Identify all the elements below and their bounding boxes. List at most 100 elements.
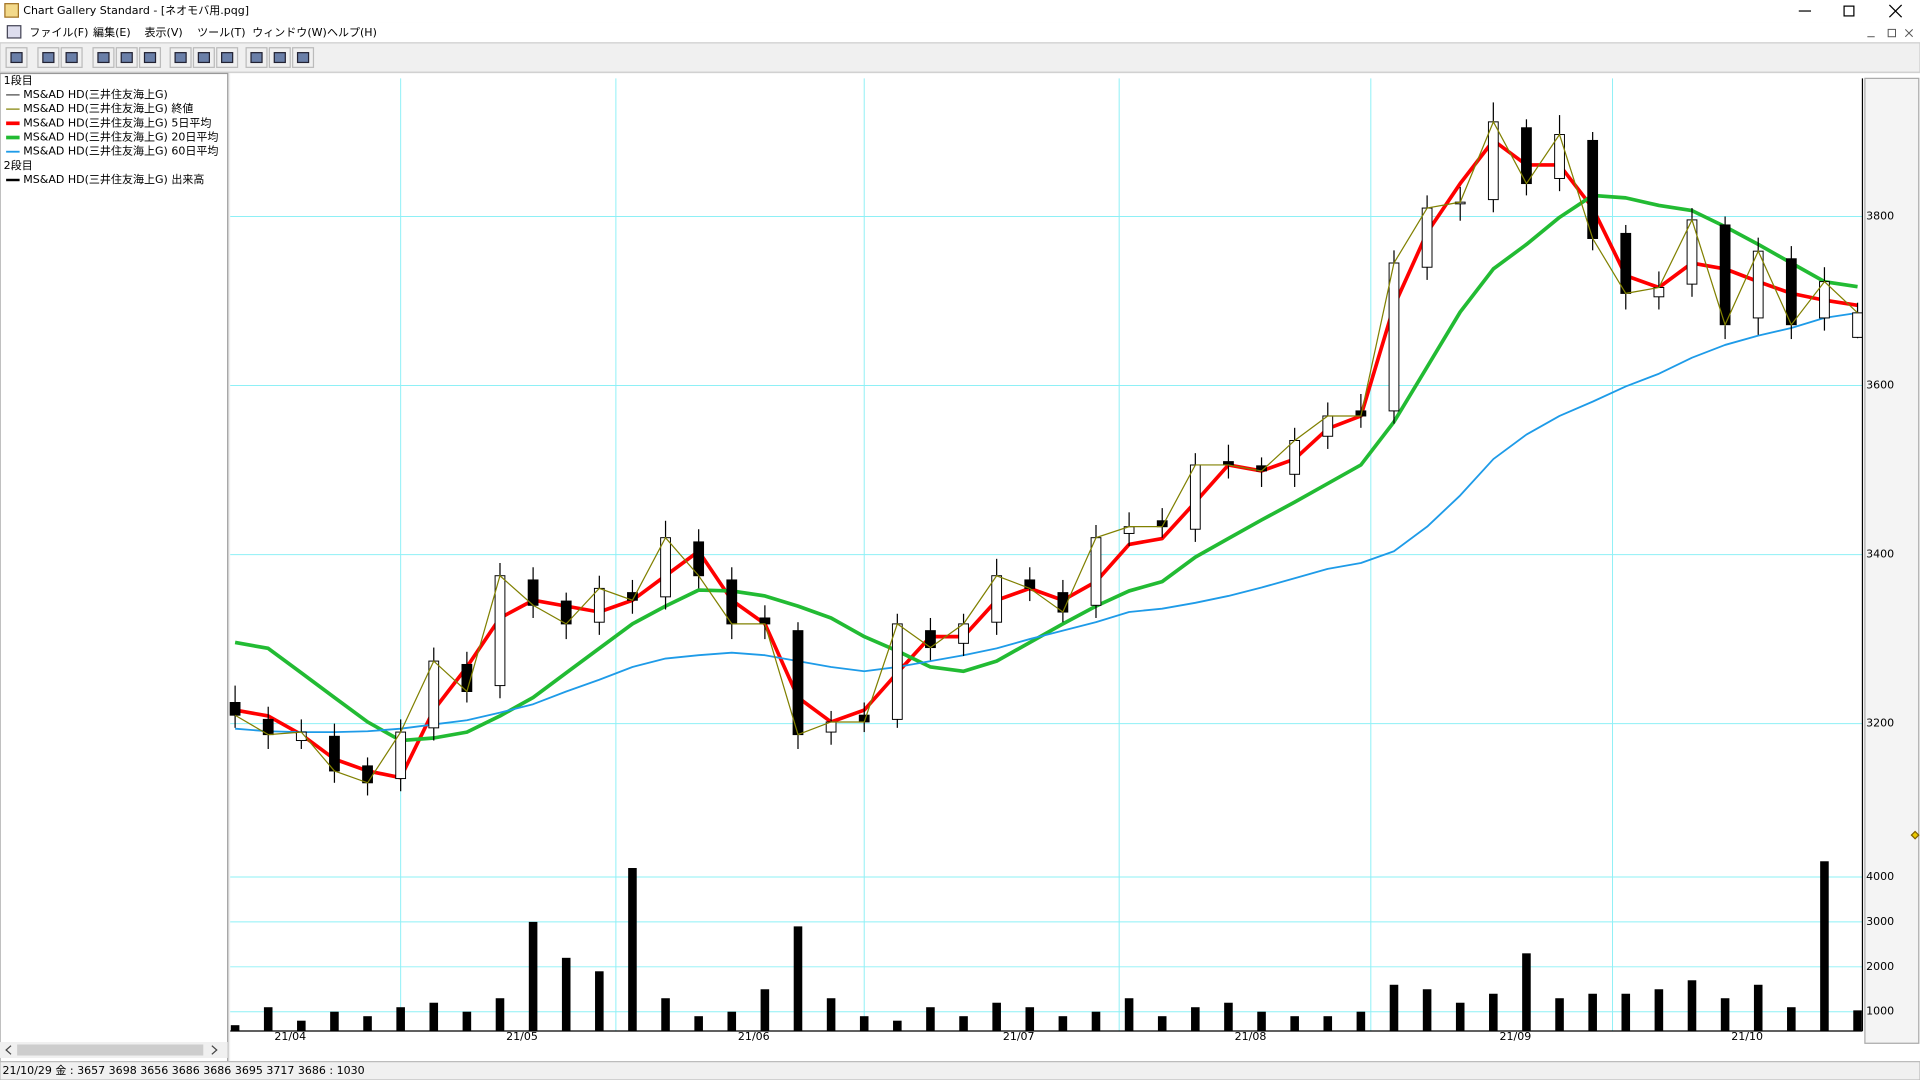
mdi-restore[interactable] [1887,28,1896,38]
candle-body [1620,232,1632,294]
volume-bar [1720,998,1730,1032]
status-bar [0,1061,1920,1080]
candle-body [428,660,440,729]
volume-bar [1489,993,1498,1032]
restore-button[interactable] [1843,5,1855,17]
candle-body [1785,258,1797,326]
menu-bar [0,22,1920,43]
volume-bar [992,1002,1001,1032]
volume-bar [1191,1007,1200,1032]
volume-bar [1290,1016,1299,1032]
volume-bar [959,1016,968,1032]
x-tick-label: 21/10 [1731,1030,1763,1043]
volume-tick-label: 4000 [1866,870,1894,883]
toolbar-icon [97,52,110,64]
y-tick-label: 3800 [1866,210,1894,223]
price-scroll-strip[interactable] [1864,77,1920,1044]
candle-body [759,617,771,625]
volume-tick-label: 2000 [1866,960,1894,973]
price-marker [1910,830,1920,840]
volume-bar [1820,861,1829,1032]
volume-bar [1058,1016,1068,1032]
close-line [234,120,1858,784]
candle-body [660,537,671,598]
candle-body [1289,439,1301,475]
volume-tick-label: 3000 [1866,915,1894,928]
y-tick-label: 3200 [1866,717,1894,730]
candle-body [362,765,373,784]
candle-body [792,630,804,736]
panel-label: 2段目 [4,158,33,172]
candle-body [1587,139,1599,239]
volume-bar [826,998,836,1032]
menu-item[interactable]: ヘルプ(H) [327,26,377,39]
volume-bar [1356,1011,1366,1032]
toolbar-icon [273,52,286,64]
volume-bar [1455,1002,1465,1032]
volume-bar [1157,1016,1167,1032]
chart-area [230,73,1920,1063]
volume-bar [661,998,670,1032]
legend-label: MS&AD HD(三井住友海上G) [23,87,168,101]
mdi-close[interactable] [1904,29,1913,38]
candle-body [395,731,407,780]
volume-bar [1654,989,1664,1032]
legend-label: MS&AD HD(三井住友海上G) 20日平均 [23,130,218,144]
x-tick-label: 21/09 [1499,1030,1531,1043]
menu-item[interactable]: ウィンドウ(W) [252,26,327,39]
candle-body [1388,262,1400,412]
menu-item[interactable]: 表示(V) [144,26,182,39]
volume-bar [628,868,637,1032]
toolbar-icon [143,52,157,64]
candle-body [991,575,1003,623]
scroll-thumb[interactable] [17,1044,204,1056]
menu-item[interactable]: 編集(E) [93,25,131,39]
volume-bar [561,957,571,1032]
candle-body [1521,127,1532,185]
menu-item[interactable]: ツール(T) [197,26,245,39]
volume-bar [1687,980,1697,1032]
volume-bar [1091,1011,1101,1032]
toolbar-icon [296,52,310,64]
toolbar-icon [10,52,23,64]
x-tick-label: 21/07 [1003,1030,1035,1043]
close-button[interactable] [1888,4,1903,18]
volume-bar [1025,1007,1035,1032]
x-tick-label: 21/05 [506,1030,538,1043]
volume-bar [1124,998,1134,1032]
scroll-arrows[interactable] [5,1045,218,1055]
x-tick-label: 21/04 [274,1030,306,1043]
volume-bar [263,1007,273,1032]
volume-bar [1323,1016,1333,1032]
volume-bar [297,1020,306,1032]
toolbar [0,42,1920,73]
volume-bar [1753,984,1763,1032]
volume-bar [429,1002,439,1032]
volume-bar [1787,1007,1796,1032]
volume-bar [1621,993,1631,1032]
volume-bar [727,1011,737,1032]
candle-body [1487,121,1499,201]
toolbar-icon [42,52,55,64]
volume-bar [1422,989,1432,1032]
volume-bar [595,971,604,1032]
volume-bar [1522,953,1531,1032]
candle-body [593,587,605,623]
ma-line [235,311,1858,734]
volume-bar [1588,993,1597,1032]
volume-bar [1224,1002,1233,1032]
toolbar-icon [197,52,210,64]
volume-bar [760,989,770,1032]
doc-icon [6,25,22,39]
volume-bar [495,998,505,1032]
toolbar-icon [250,52,263,64]
volume-bar [793,926,803,1032]
candle-body [1653,287,1665,298]
app-icon [4,3,19,18]
menu-item[interactable]: ファイル(F) [29,26,88,39]
legend-label: MS&AD HD(三井住友海上G) 60日平均 [23,144,218,158]
volume-bar [330,1011,339,1032]
legend-label: MS&AD HD(三井住友海上G) 出来高 [23,172,204,186]
volume-tick-label: 1000 [1866,1005,1894,1018]
toolbar-icon [221,52,234,64]
